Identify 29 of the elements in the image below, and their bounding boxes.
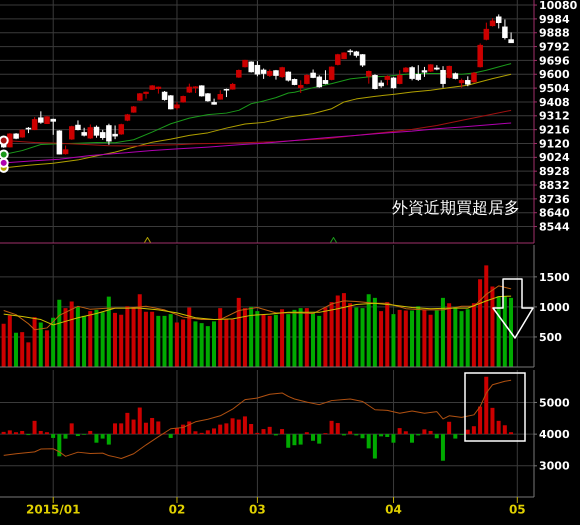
y-tick-label: 9600: [539, 68, 570, 82]
y-tick-label: 10080: [539, 0, 578, 12]
y-tick-label: 9504: [539, 82, 570, 96]
annotation: 外資近期買超居多: [392, 198, 520, 219]
y-tick-label: 8544: [539, 220, 570, 234]
y-tick-label: 9216: [539, 124, 570, 137]
y-tick-label: 5000: [539, 396, 570, 410]
x-tick-label: 04: [385, 502, 402, 517]
y-tick-label: 8640: [539, 206, 570, 220]
y-tick-label: 9696: [539, 54, 570, 68]
y-tick-label: 1500: [539, 270, 570, 284]
y-tick-label: 9408: [539, 96, 570, 109]
x-tick-label: 05: [508, 502, 526, 517]
y-tick-label: 8736: [539, 192, 570, 206]
y-tick-label: 8928: [539, 165, 570, 178]
y-tick-label: 8832: [539, 178, 570, 192]
x-tick-label: 02: [168, 502, 186, 517]
x-tick-label: 2015/01: [26, 502, 80, 517]
y-tick-label: 9792: [539, 40, 570, 54]
y-tick-label: 9312: [539, 110, 570, 123]
y-tick-label: 9024: [539, 151, 570, 164]
y-tick-label: 9120: [539, 137, 570, 150]
y-tick-label: 1000: [539, 300, 570, 314]
x-tick-label: 03: [249, 502, 266, 517]
y-tick-label: 500: [539, 330, 562, 344]
y-tick-label: 9888: [539, 26, 570, 40]
y-tick-label: 9984: [539, 12, 570, 26]
y-tick-label: 3000: [539, 460, 570, 473]
y-tick-label: 4000: [539, 428, 570, 442]
